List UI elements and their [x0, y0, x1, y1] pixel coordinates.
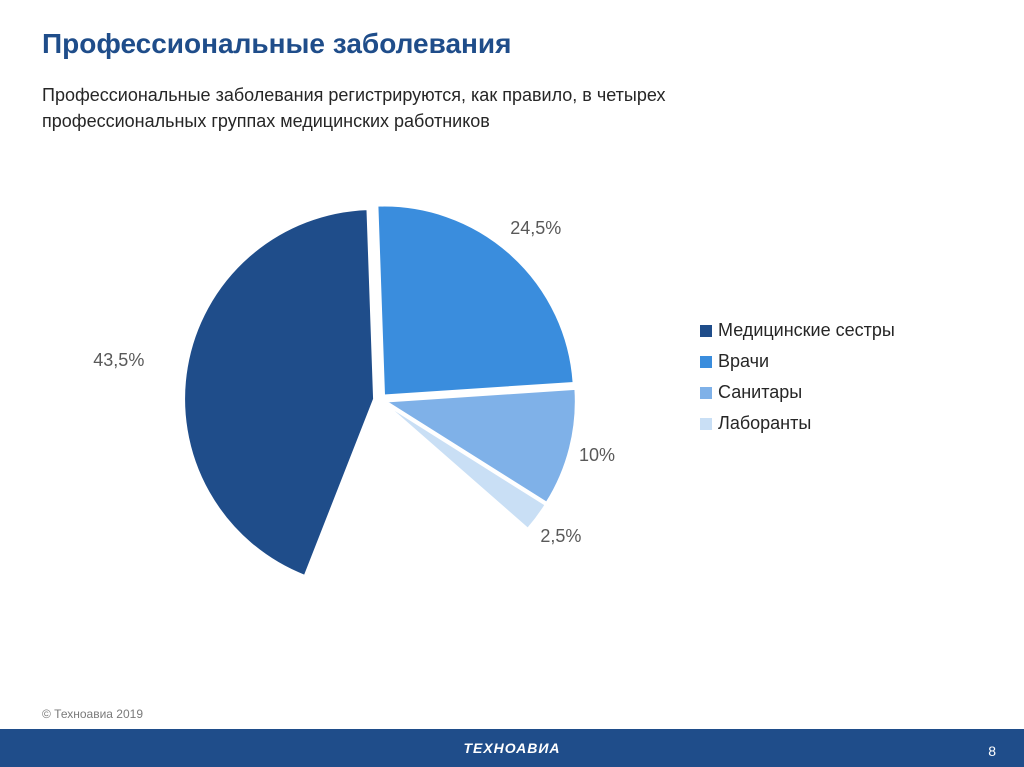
legend-swatch-0: [700, 325, 712, 337]
legend-item-3: Лаборанты: [700, 413, 895, 434]
legend-item-0: Медицинские сестры: [700, 320, 895, 341]
legend-label-2: Санитары: [718, 382, 802, 403]
legend-swatch-2: [700, 387, 712, 399]
pie-label-0: 43,5%: [93, 350, 144, 371]
slide-title: Профессиональные заболевания: [42, 28, 511, 60]
slide: Профессиональные заболевания Профессиона…: [0, 0, 1024, 767]
pie-svg: [160, 180, 600, 620]
copyright-text: © Техноавиа 2019: [42, 707, 143, 721]
slide-subtitle: Профессиональные заболевания регистрирую…: [42, 82, 802, 134]
footer-bar: ТЕХНОАВИА 8: [0, 729, 1024, 767]
pie-label-3: 2,5%: [540, 526, 581, 547]
pie-chart: [160, 180, 600, 620]
legend-label-3: Лаборанты: [718, 413, 811, 434]
pie-label-1: 24,5%: [510, 218, 561, 239]
legend-label-1: Врачи: [718, 351, 769, 372]
legend-label-0: Медицинские сестры: [718, 320, 895, 341]
page-number: 8: [988, 743, 996, 759]
legend-item-2: Санитары: [700, 382, 895, 403]
legend-item-1: Врачи: [700, 351, 895, 372]
legend: Медицинские сестры Врачи Санитары Лаборанты: [700, 320, 895, 444]
pie-slice-0: [184, 209, 374, 576]
legend-swatch-1: [700, 356, 712, 368]
footer-logo: ТЕХНОАВИА: [463, 740, 560, 756]
pie-label-2: 10%: [579, 445, 615, 466]
legend-swatch-3: [700, 418, 712, 430]
